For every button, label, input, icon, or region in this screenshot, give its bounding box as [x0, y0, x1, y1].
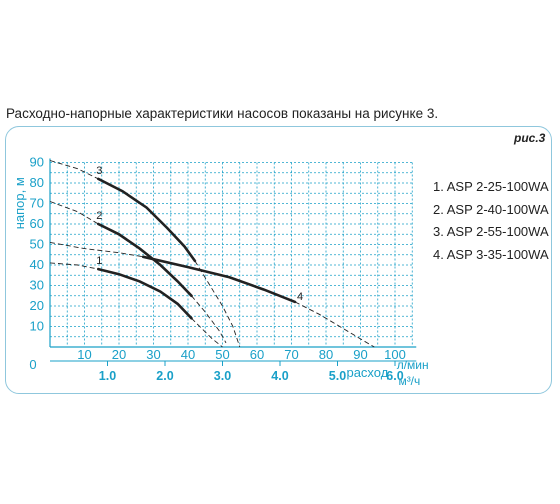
legend-item-1: 1. ASP 2-25-100WA [433, 179, 549, 194]
x-tick-label-m3h: 1.0 [99, 369, 116, 383]
x-tick-label-lmin: 70 [284, 347, 298, 362]
series-3-label: 3 [96, 165, 102, 177]
series-3-dashed-tail [194, 260, 241, 348]
figure-label: рис.3 [514, 131, 546, 145]
y-axis-label: напор, м [12, 177, 27, 229]
series-2-dashed-tail [191, 295, 227, 344]
x-axis-unit-m3h: м³/ч [398, 374, 420, 388]
x-tick-label-lmin: 50 [215, 347, 229, 362]
x-tick-label-m3h: 4.0 [271, 369, 288, 383]
legend-item-4: 4. ASP 3-35-100WA [433, 246, 549, 262]
x-tick-label-lmin: 100 [384, 347, 406, 362]
x-tick-label-m3h: 6.0 [386, 369, 403, 383]
y-tick-label: 20 [30, 298, 44, 313]
x-tick-label-lmin: 90 [353, 347, 367, 362]
series-4-line [141, 255, 297, 304]
legend-item-2: 2. ASP 2-40-100WA [433, 201, 549, 217]
y-tick-label: 30 [30, 278, 44, 293]
x-tick-label-m3h: 5.0 [329, 369, 346, 383]
y-tick-label: 60 [30, 216, 44, 231]
series-1-dashed-head [49, 262, 99, 270]
y-tick-label: 40 [30, 257, 44, 272]
x-axis-label: расход [346, 365, 388, 380]
legend: 1. ASP 2-25-100WA 2. ASP 2-40-100WA 3. A… [433, 176, 549, 266]
series-2-label: 2 [96, 210, 102, 222]
x-axis-unit-lmin: л/мин [397, 358, 429, 372]
figure-frame [5, 126, 552, 394]
y-tick-label: 70 [30, 196, 44, 211]
x-tick-label-lmin: 40 [181, 347, 195, 362]
x-tick-label-lmin: 80 [319, 347, 333, 362]
series-4-dashed-head [49, 241, 144, 258]
series-4-dashed-tail [294, 301, 375, 348]
y-tick-label: 80 [30, 175, 44, 190]
caption-text: Расходно-напорные характеристики насосов… [6, 106, 439, 121]
x-tick-label-lmin: 10 [77, 347, 91, 362]
y-tick-label: 50 [30, 237, 44, 252]
series-1-dashed-tail [191, 317, 223, 348]
series-3-line [97, 177, 197, 263]
series-1-label: 1 [96, 255, 102, 267]
series-1-line [97, 267, 193, 320]
series-4-label: 4 [297, 291, 303, 303]
x-tick-label-lmin: 60 [250, 347, 264, 362]
x-tick-label-m3h: 3.0 [214, 369, 231, 383]
series-2-line [97, 222, 193, 298]
y-tick-label: 10 [30, 319, 44, 334]
series-3-dashed-head [49, 160, 99, 180]
series-2-dashed-head [49, 201, 99, 225]
x-tick-label-lmin: 30 [146, 347, 160, 362]
y-tick-label: 90 [30, 155, 44, 170]
legend-item-3: 3. ASP 2-55-100WA [433, 224, 549, 239]
x-tick-label-m3h: 2.0 [156, 369, 173, 383]
origin-label: 0 [29, 357, 36, 372]
x-tick-label-lmin: 20 [112, 347, 126, 362]
